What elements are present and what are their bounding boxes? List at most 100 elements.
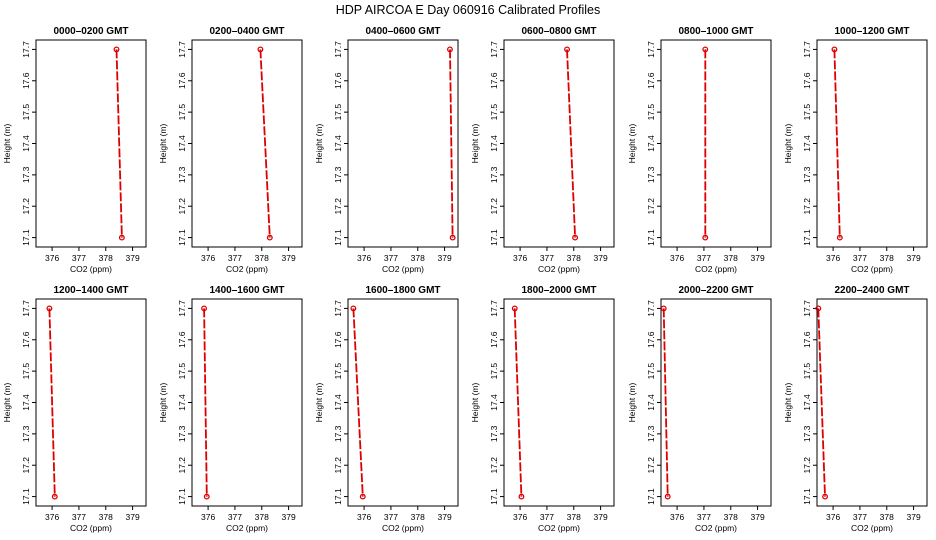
data-point: [201, 305, 208, 312]
x-tick-label: 379: [750, 253, 764, 263]
x-tick-label: 378: [99, 253, 113, 263]
profile-line: [259, 49, 271, 238]
data-point: [46, 305, 53, 312]
chart-panel-4: 0600–0800 GMT 376 377 378 379 17.1 17.2 17.3 17.…: [470, 26, 615, 274]
y-tick-label: 17.5: [21, 104, 31, 121]
x-tick-label: 378: [99, 512, 113, 522]
y-axis-label: Height (m): [314, 383, 324, 423]
chart-panel-9: 1600–1800 GMT 376 377 378 379 17.1 17.2 17.3 17.…: [314, 285, 459, 533]
x-tick-label: 379: [906, 253, 920, 263]
profile-line: [833, 49, 841, 238]
x-tick-label: 379: [125, 512, 139, 522]
panel-title: 1600–1800 GMT: [365, 285, 440, 296]
y-tick-label: 17.1: [21, 488, 31, 505]
data-point: [815, 305, 822, 312]
y-tick-label: 17.4: [646, 135, 656, 152]
y-tick-label: 17.2: [489, 198, 499, 215]
y-tick-label: 17.6: [21, 72, 31, 89]
x-tick-label: 379: [593, 253, 607, 263]
y-tick-label: 17.4: [177, 135, 187, 152]
y-tick-label: 17.7: [333, 41, 343, 58]
y-tick-label: 17.7: [646, 300, 656, 317]
y-tick-label: 17.3: [489, 425, 499, 442]
panel-title: 0400–0600 GMT: [365, 26, 440, 37]
data-point: [266, 234, 273, 241]
y-axis-label: Height (m): [158, 124, 168, 164]
x-tick-label: 377: [72, 253, 86, 263]
y-tick-label: 17.1: [489, 488, 499, 505]
panel-title: 0800–1000 GMT: [678, 26, 753, 37]
data-point: [822, 493, 828, 500]
y-tick-label: 17.2: [489, 457, 499, 474]
data-point: [449, 234, 456, 241]
data-point: [572, 234, 579, 241]
data-point: [118, 234, 125, 241]
y-axis-label: Height (m): [470, 124, 480, 164]
y-tick-label: 17.7: [802, 41, 812, 58]
y-tick-label: 17.5: [802, 104, 812, 121]
x-axis-label: CO2 (ppm): [538, 523, 580, 533]
x-tick-label: 376: [357, 512, 371, 522]
profile-line: [817, 308, 826, 497]
x-tick-label: 377: [228, 512, 242, 522]
plot-frame: [347, 298, 459, 507]
x-tick-label: 376: [45, 512, 59, 522]
y-tick-label: 17.1: [21, 229, 31, 246]
profile-line: [48, 308, 56, 497]
chart-panel-8: 1400–1600 GMT 376 377 378 379 17.1 17.2 17.3 17.…: [158, 285, 303, 533]
data-point: [350, 305, 357, 312]
y-tick-label: 17.1: [646, 229, 656, 246]
y-tick-label: 17.6: [489, 331, 499, 348]
panels: 0000–0200 GMT 376 377 378 379 17.1 17.2 17.3 17.…: [2, 26, 928, 533]
x-tick-label: 379: [281, 512, 295, 522]
profile-line: [352, 308, 364, 497]
y-tick-label: 17.6: [646, 72, 656, 89]
x-tick-label: 378: [724, 512, 738, 522]
chart-panel-3: 0400–0600 GMT 376 377 378 379 17.1 17.2 17.3 17.…: [314, 26, 459, 274]
profile-line: [566, 49, 576, 238]
data-point: [518, 493, 525, 500]
x-tick-label: 377: [853, 253, 867, 263]
y-tick-label: 17.3: [646, 166, 656, 183]
x-tick-label: 376: [513, 512, 527, 522]
y-tick-label: 17.6: [333, 331, 343, 348]
data-point: [702, 234, 709, 241]
data-point: [660, 305, 667, 312]
y-tick-label: 17.4: [333, 135, 343, 152]
x-tick-label: 376: [201, 512, 215, 522]
y-tick-label: 17.3: [802, 425, 812, 442]
y-tick-label: 17.7: [333, 300, 343, 317]
y-tick-label: 17.7: [21, 41, 31, 58]
y-tick-label: 17.3: [177, 166, 187, 183]
plot-frame: [347, 39, 459, 248]
chart-panel-6: 1000–1200 GMT 376 377 378 379 17.1 17.2 17.3 17.…: [783, 26, 928, 274]
x-tick-label: 377: [853, 512, 867, 522]
plot-frame: [191, 298, 303, 507]
y-axis-label: Height (m): [627, 383, 637, 423]
data-point: [511, 305, 518, 312]
y-tick-label: 17.2: [177, 198, 187, 215]
x-axis-label: CO2 (ppm): [538, 264, 580, 274]
plot-frame: [35, 39, 147, 248]
x-axis-label: CO2 (ppm): [70, 264, 112, 274]
y-tick-label: 17.1: [177, 488, 187, 505]
y-axis-label: Height (m): [627, 124, 637, 164]
panel-title: 0000–0200 GMT: [53, 26, 128, 37]
y-tick-label: 17.1: [646, 488, 656, 505]
x-tick-label: 377: [384, 253, 398, 263]
y-tick-label: 17.2: [333, 457, 343, 474]
plot-frame: [191, 39, 303, 248]
x-tick-label: 376: [826, 253, 840, 263]
y-tick-label: 17.3: [333, 425, 343, 442]
y-tick-label: 17.3: [333, 166, 343, 183]
y-tick-label: 17.7: [177, 41, 187, 58]
data-point: [203, 493, 210, 500]
x-tick-label: 376: [826, 512, 840, 522]
plot-frame: [816, 298, 928, 507]
x-tick-label: 377: [228, 253, 242, 263]
panel-title: 2000–2200 GMT: [678, 285, 753, 296]
x-tick-label: 379: [906, 512, 920, 522]
y-tick-label: 17.6: [802, 331, 812, 348]
panel-title: 0200–0400 GMT: [209, 26, 284, 37]
